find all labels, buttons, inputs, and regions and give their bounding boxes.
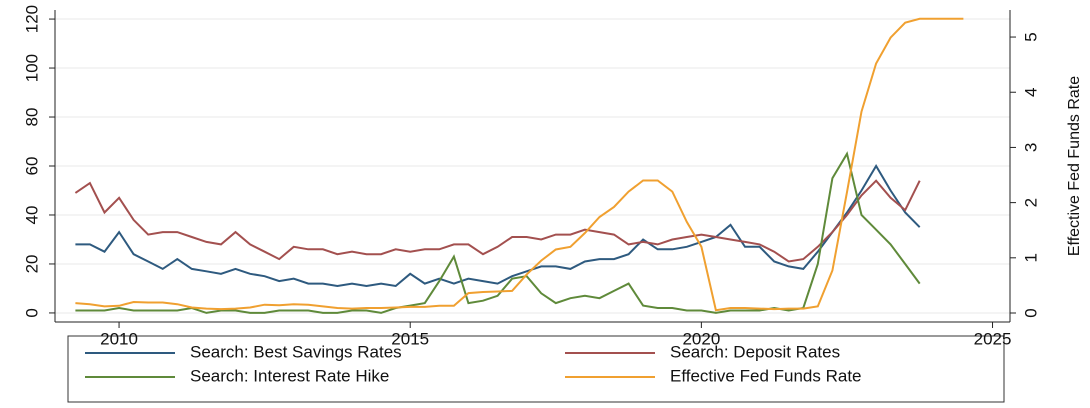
y2-tick-label: 2 — [1021, 198, 1040, 207]
y-tick-label: 120 — [22, 5, 41, 33]
y-tick-label: 0 — [22, 308, 41, 317]
series-line — [74, 179, 921, 263]
x-tick-label: 2025 — [974, 329, 1012, 348]
y-tick-label: 20 — [22, 254, 41, 273]
y2-tick-label: 4 — [1021, 88, 1040, 97]
y2-tick-label: 1 — [1021, 253, 1040, 262]
legend-label: Search: Interest Rate Hike — [190, 366, 389, 385]
y2-tick-label: 0 — [1021, 308, 1040, 317]
y2-axis-title: Effective Fed Funds Rate — [1066, 76, 1083, 256]
x-tick-label: 2010 — [100, 329, 138, 348]
legend-label: Search: Deposit Rates — [670, 342, 840, 361]
y-tick-label: 40 — [22, 206, 41, 225]
legend-box — [67, 335, 1005, 403]
y-tick-label: 80 — [22, 108, 41, 127]
legend-label: Effective Fed Funds Rate — [670, 366, 862, 385]
y-tick-label: 100 — [22, 54, 41, 82]
x-tick-label: 2015 — [391, 329, 429, 348]
x-tick-label: 2020 — [682, 329, 720, 348]
y-tick-label: 60 — [22, 157, 41, 176]
y2-tick-label: 3 — [1021, 143, 1040, 152]
series-line — [75, 17, 964, 312]
y2-tick-label: 5 — [1021, 32, 1040, 41]
legend-label: Search: Best Savings Rates — [190, 342, 402, 361]
series-line — [75, 164, 921, 288]
